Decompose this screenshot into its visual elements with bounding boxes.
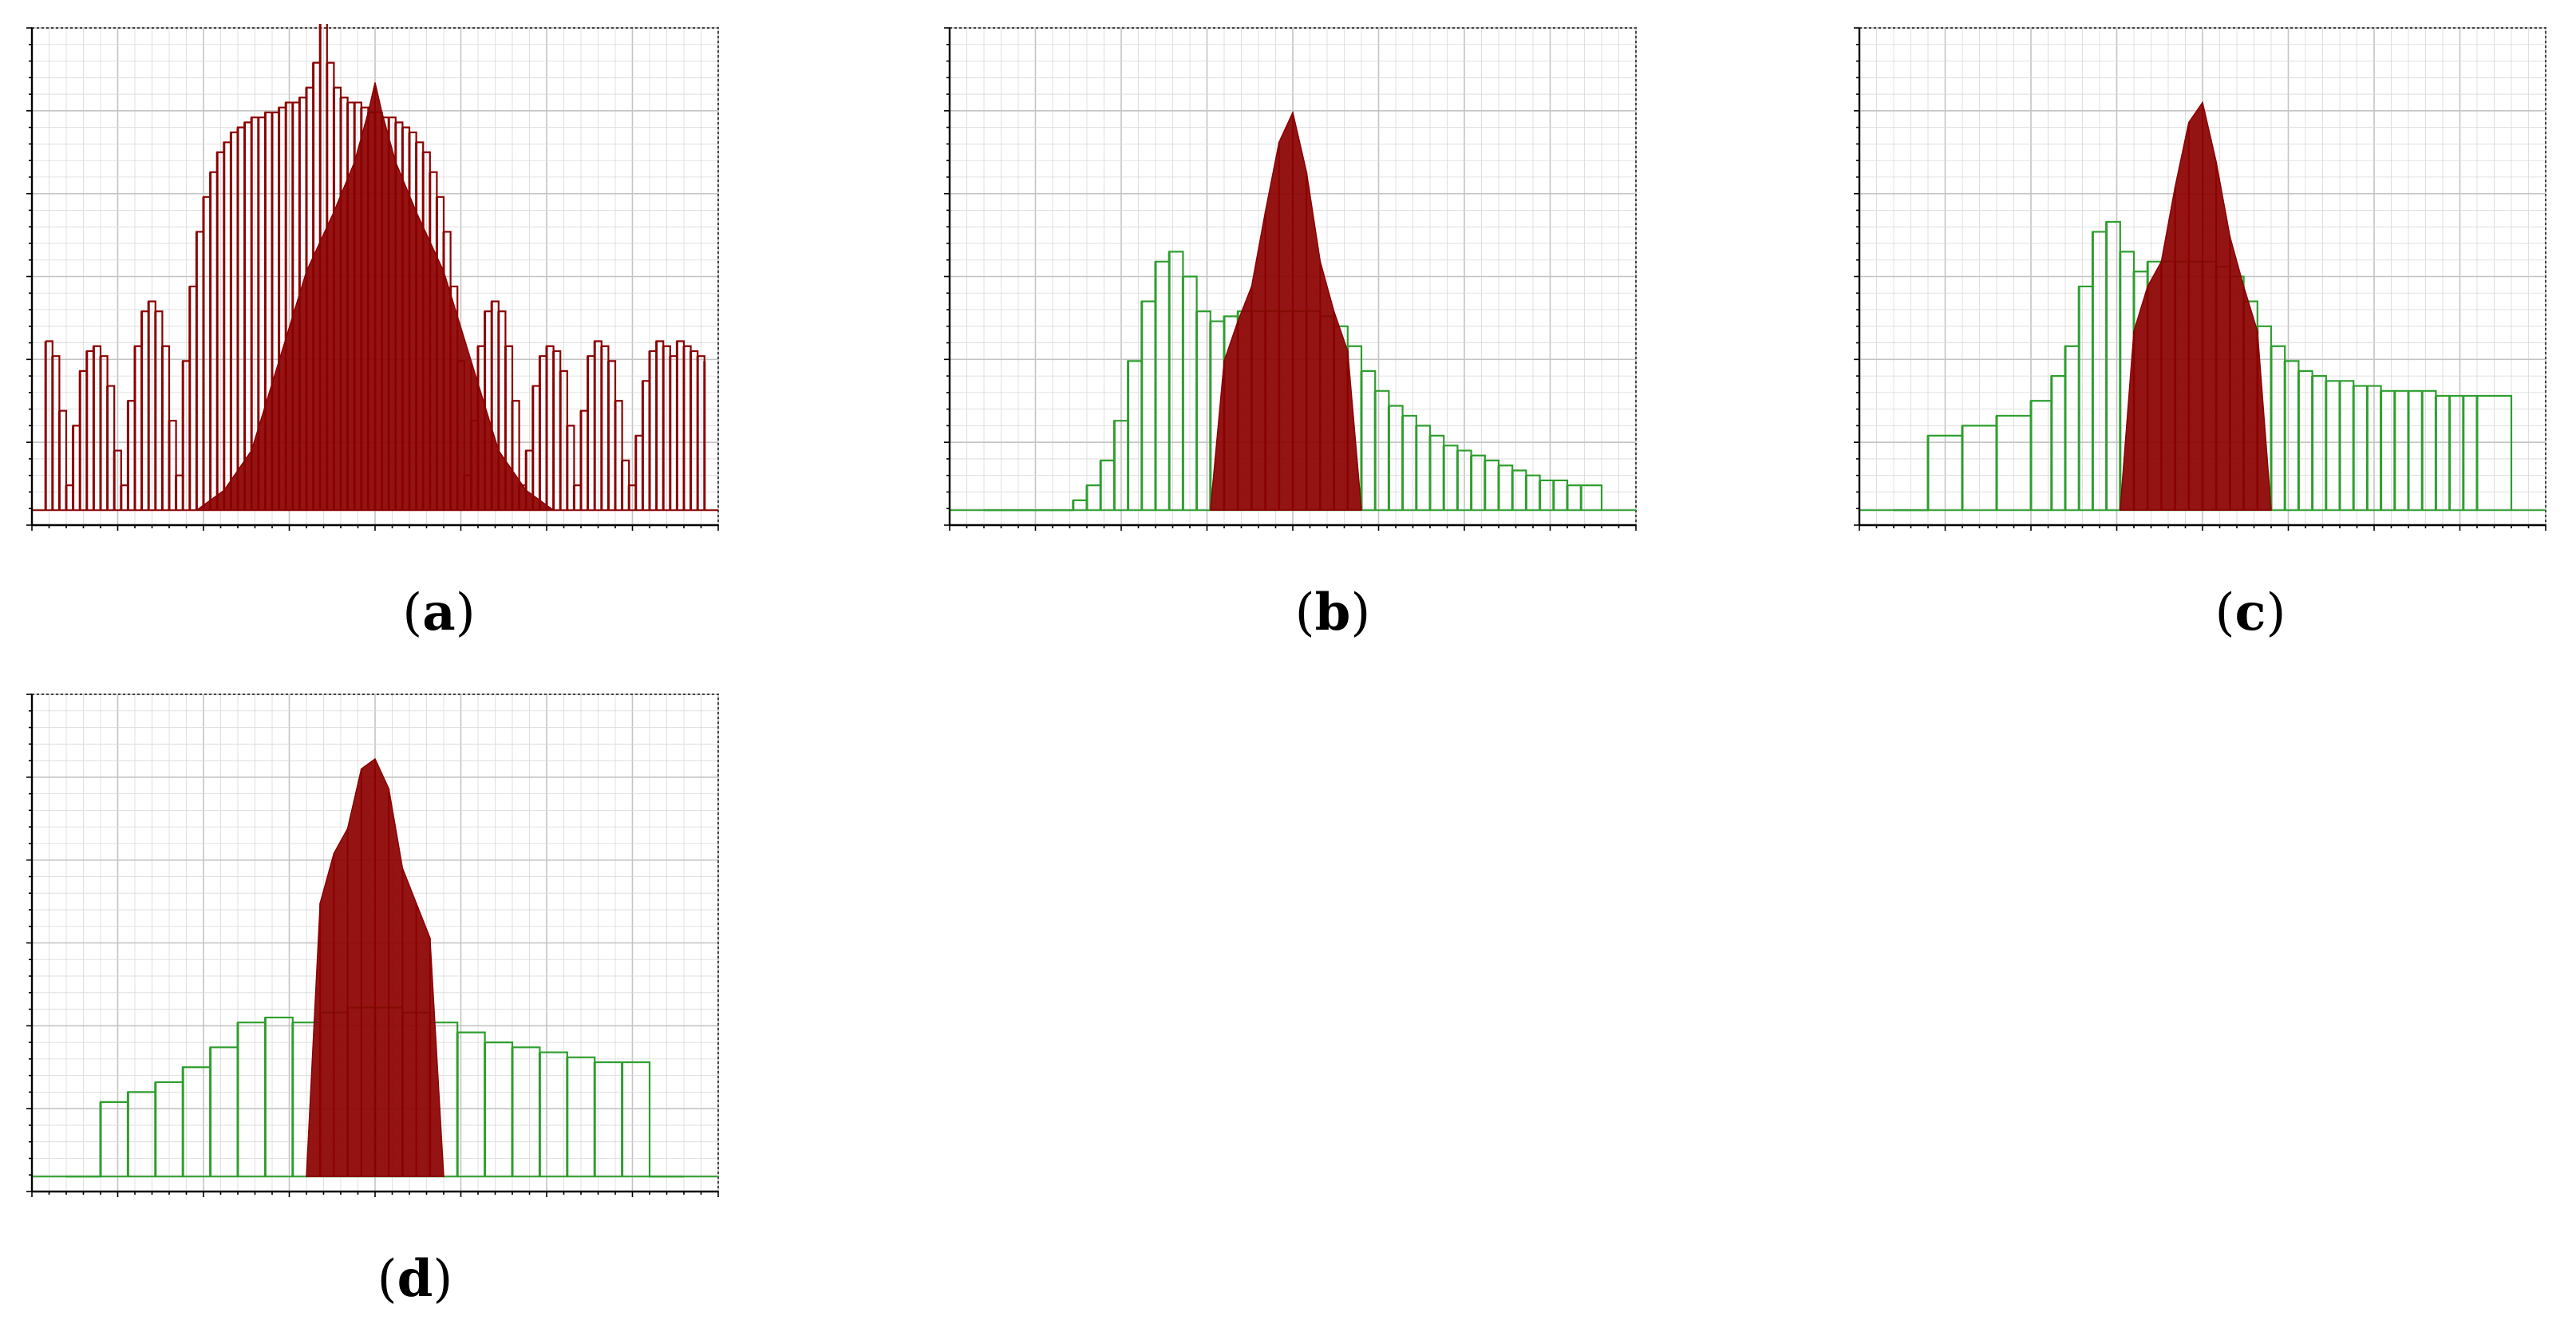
chart-d (26, 694, 719, 1197)
caption-d-letter: d (397, 1249, 433, 1309)
caption-a-open: ( (402, 583, 423, 642)
axes (26, 694, 719, 1197)
caption-a-letter: a (422, 583, 456, 642)
chart-a (26, 24, 719, 531)
caption-d-open: ( (377, 1250, 397, 1309)
caption-c-open: ( (2214, 583, 2235, 642)
caption-b-open: ( (1294, 583, 1315, 642)
caption-a: (a) (375, 583, 503, 642)
chart-b (944, 27, 1637, 531)
axes (944, 27, 1637, 531)
caption-c: (c) (2187, 583, 2314, 642)
series-1 (2119, 101, 2272, 512)
chart-c (1854, 27, 2546, 531)
caption-a-close: ) (455, 583, 476, 642)
panel-d (24, 690, 726, 1201)
filled-area (2119, 101, 2272, 512)
caption-b-close: ) (1350, 583, 1371, 642)
panel-a (24, 24, 726, 535)
series-1 (195, 82, 555, 512)
caption-c-close: ) (2266, 583, 2286, 642)
axes (26, 27, 719, 531)
series-1 (306, 757, 444, 1178)
caption-b: (b) (1269, 583, 1397, 642)
axes (1854, 27, 2546, 531)
panel-b (942, 24, 1644, 535)
caption-d: (d) (351, 1249, 479, 1309)
panel-c (1851, 24, 2554, 535)
caption-d-close: ) (433, 1250, 453, 1309)
caption-b-letter: b (1314, 583, 1351, 642)
series-1 (1209, 110, 1362, 512)
caption-c-letter: c (2234, 583, 2266, 642)
filled-area (1209, 110, 1362, 512)
